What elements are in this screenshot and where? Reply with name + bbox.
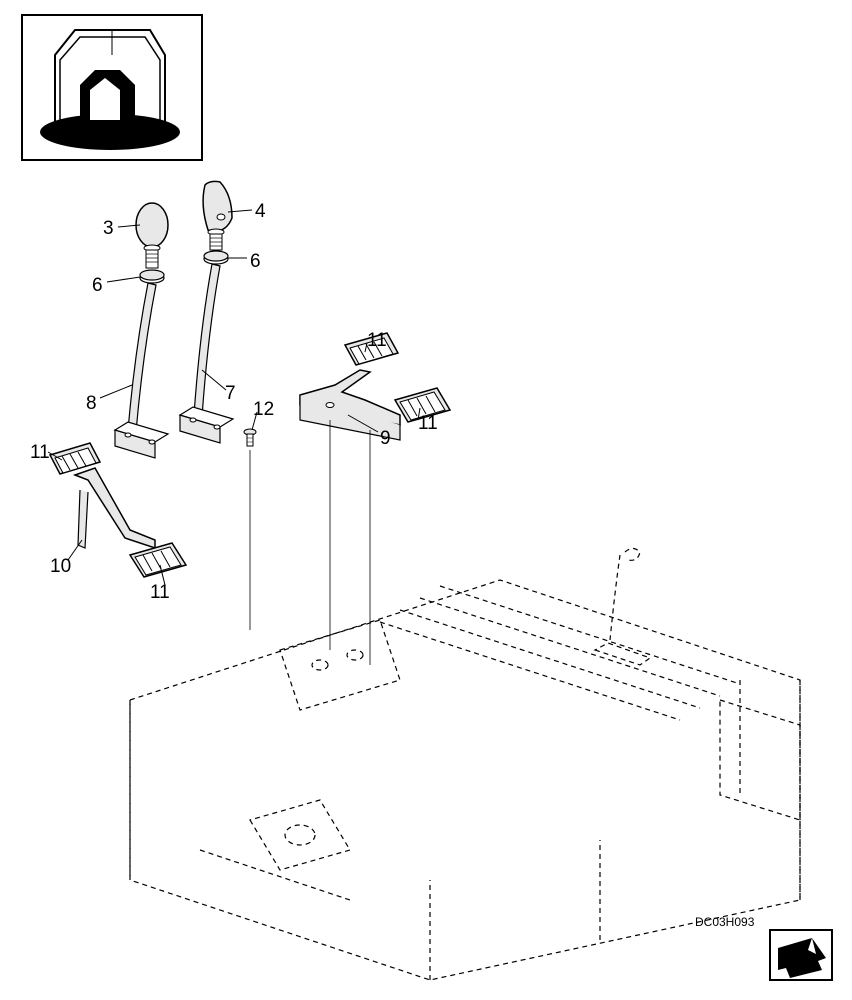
callout-9: 9 [380, 428, 391, 450]
callout-3: 3 [103, 218, 114, 240]
inset-cab-thumbnail [22, 15, 202, 160]
callout-10: 10 [50, 556, 71, 578]
callout-8: 8 [86, 393, 97, 415]
nav-arrow-icon [770, 930, 832, 980]
callout-11d: 11 [150, 582, 170, 604]
callout-11a: 11 [367, 330, 387, 352]
callout-4: 4 [255, 201, 266, 223]
callout-6b: 6 [250, 251, 261, 273]
parts-diagram: 3 4 6 6 7 8 9 10 11 11 11 11 12 DC03H093 [0, 0, 852, 1000]
bolt-12 [244, 429, 256, 446]
exploded-view-svg [0, 0, 852, 1000]
callout-11c: 11 [418, 413, 438, 435]
document-id: DC03H093 [695, 915, 754, 929]
left-lever-assembly [115, 203, 168, 458]
callout-11b: 11 [30, 442, 50, 464]
callout-12: 12 [253, 399, 274, 421]
callout-6a: 6 [92, 275, 103, 297]
callout-7: 7 [225, 383, 236, 405]
